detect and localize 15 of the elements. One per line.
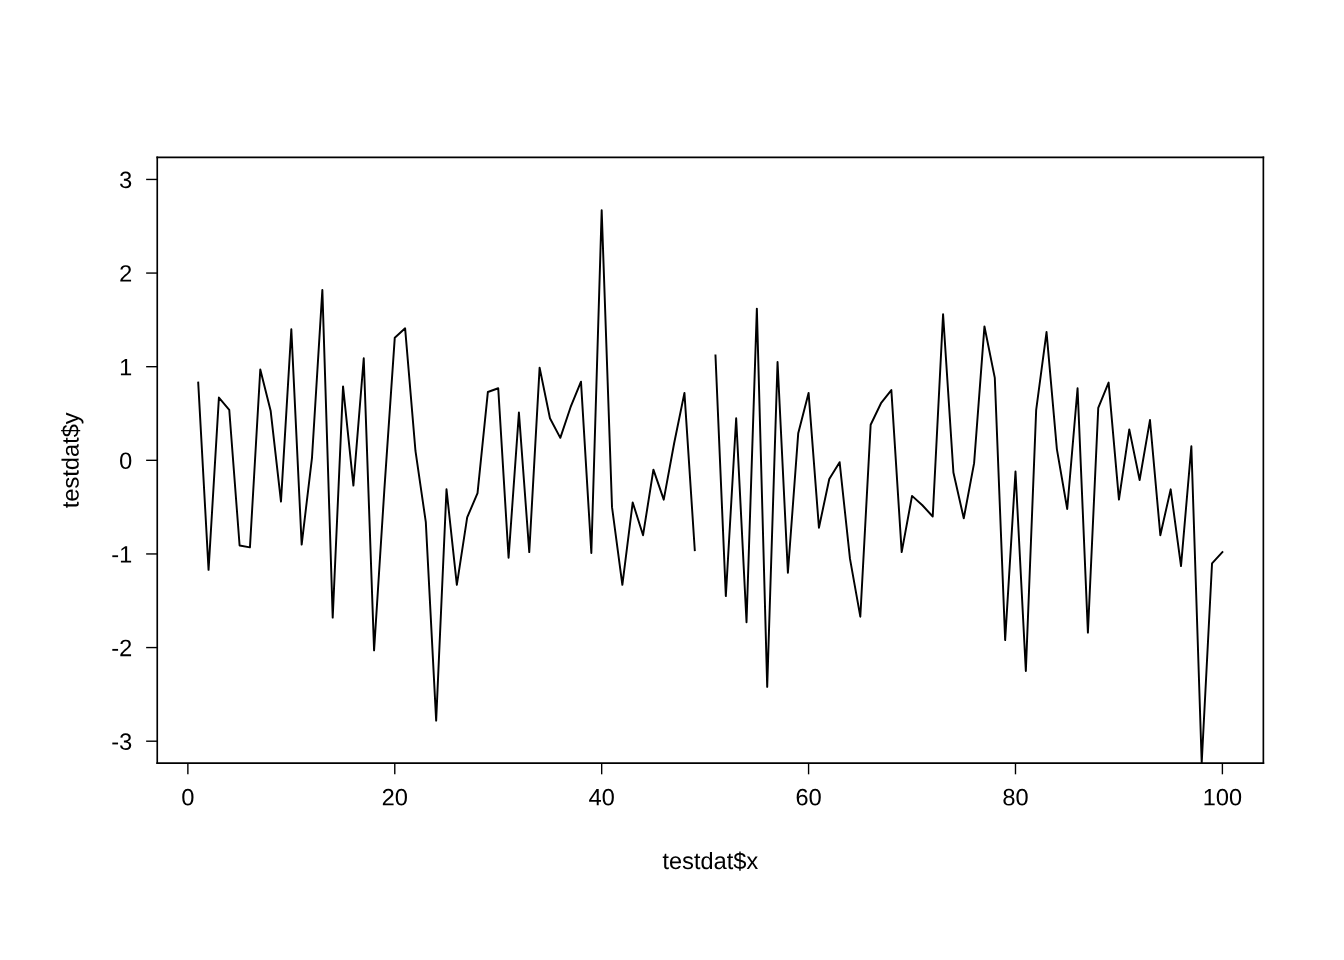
- y-axis-title: testdat$y: [61, 412, 84, 508]
- x-axis-title: testdat$x: [662, 851, 758, 871]
- x-tick-label: 60: [796, 788, 821, 806]
- x-tick-label: 0: [182, 788, 194, 806]
- x-tick-label: 20: [382, 788, 407, 806]
- y-tick-label: -2: [112, 639, 132, 657]
- y-tick-label: -3: [112, 733, 132, 750]
- y-tick-label: 1: [120, 359, 132, 376]
- x-tick-label: 40: [589, 788, 614, 806]
- x-tick-label: 100: [1204, 788, 1242, 806]
- y-tick-label: 0: [120, 452, 132, 470]
- y-tick-label: 3: [120, 171, 132, 189]
- y-tick-label: -1: [112, 546, 132, 563]
- y-tick-label: 2: [120, 265, 132, 282]
- x-tick-label: 80: [1003, 788, 1028, 806]
